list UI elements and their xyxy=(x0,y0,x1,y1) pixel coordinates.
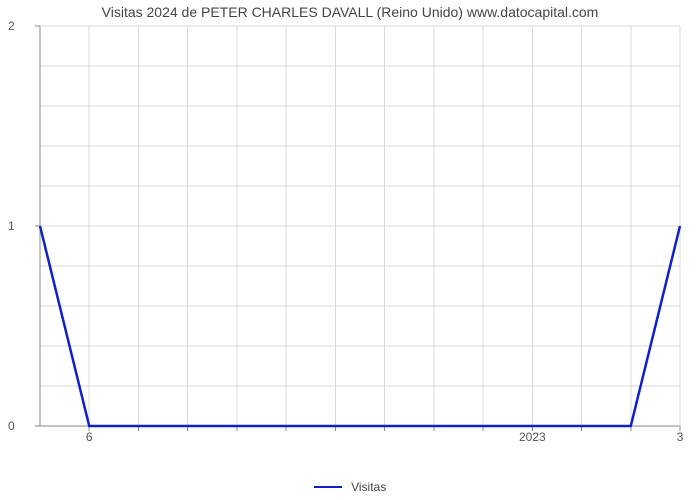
x-tick-label: 3 xyxy=(677,430,684,444)
x-tick-label: 6 xyxy=(86,430,93,444)
legend-swatch xyxy=(314,486,342,489)
x-tick-label: 2023 xyxy=(519,430,546,444)
chart-title: Visitas 2024 de PETER CHARLES DAVALL (Re… xyxy=(0,4,700,20)
y-tick-label: 2 xyxy=(8,19,15,33)
chart-plot-area xyxy=(40,26,680,426)
legend-label: Visitas xyxy=(351,480,386,494)
visits-chart: Visitas 2024 de PETER CHARLES DAVALL (Re… xyxy=(0,0,700,500)
y-tick-label: 0 xyxy=(8,419,15,433)
chart-legend: Visitas xyxy=(0,479,700,494)
y-tick-label: 1 xyxy=(8,219,15,233)
